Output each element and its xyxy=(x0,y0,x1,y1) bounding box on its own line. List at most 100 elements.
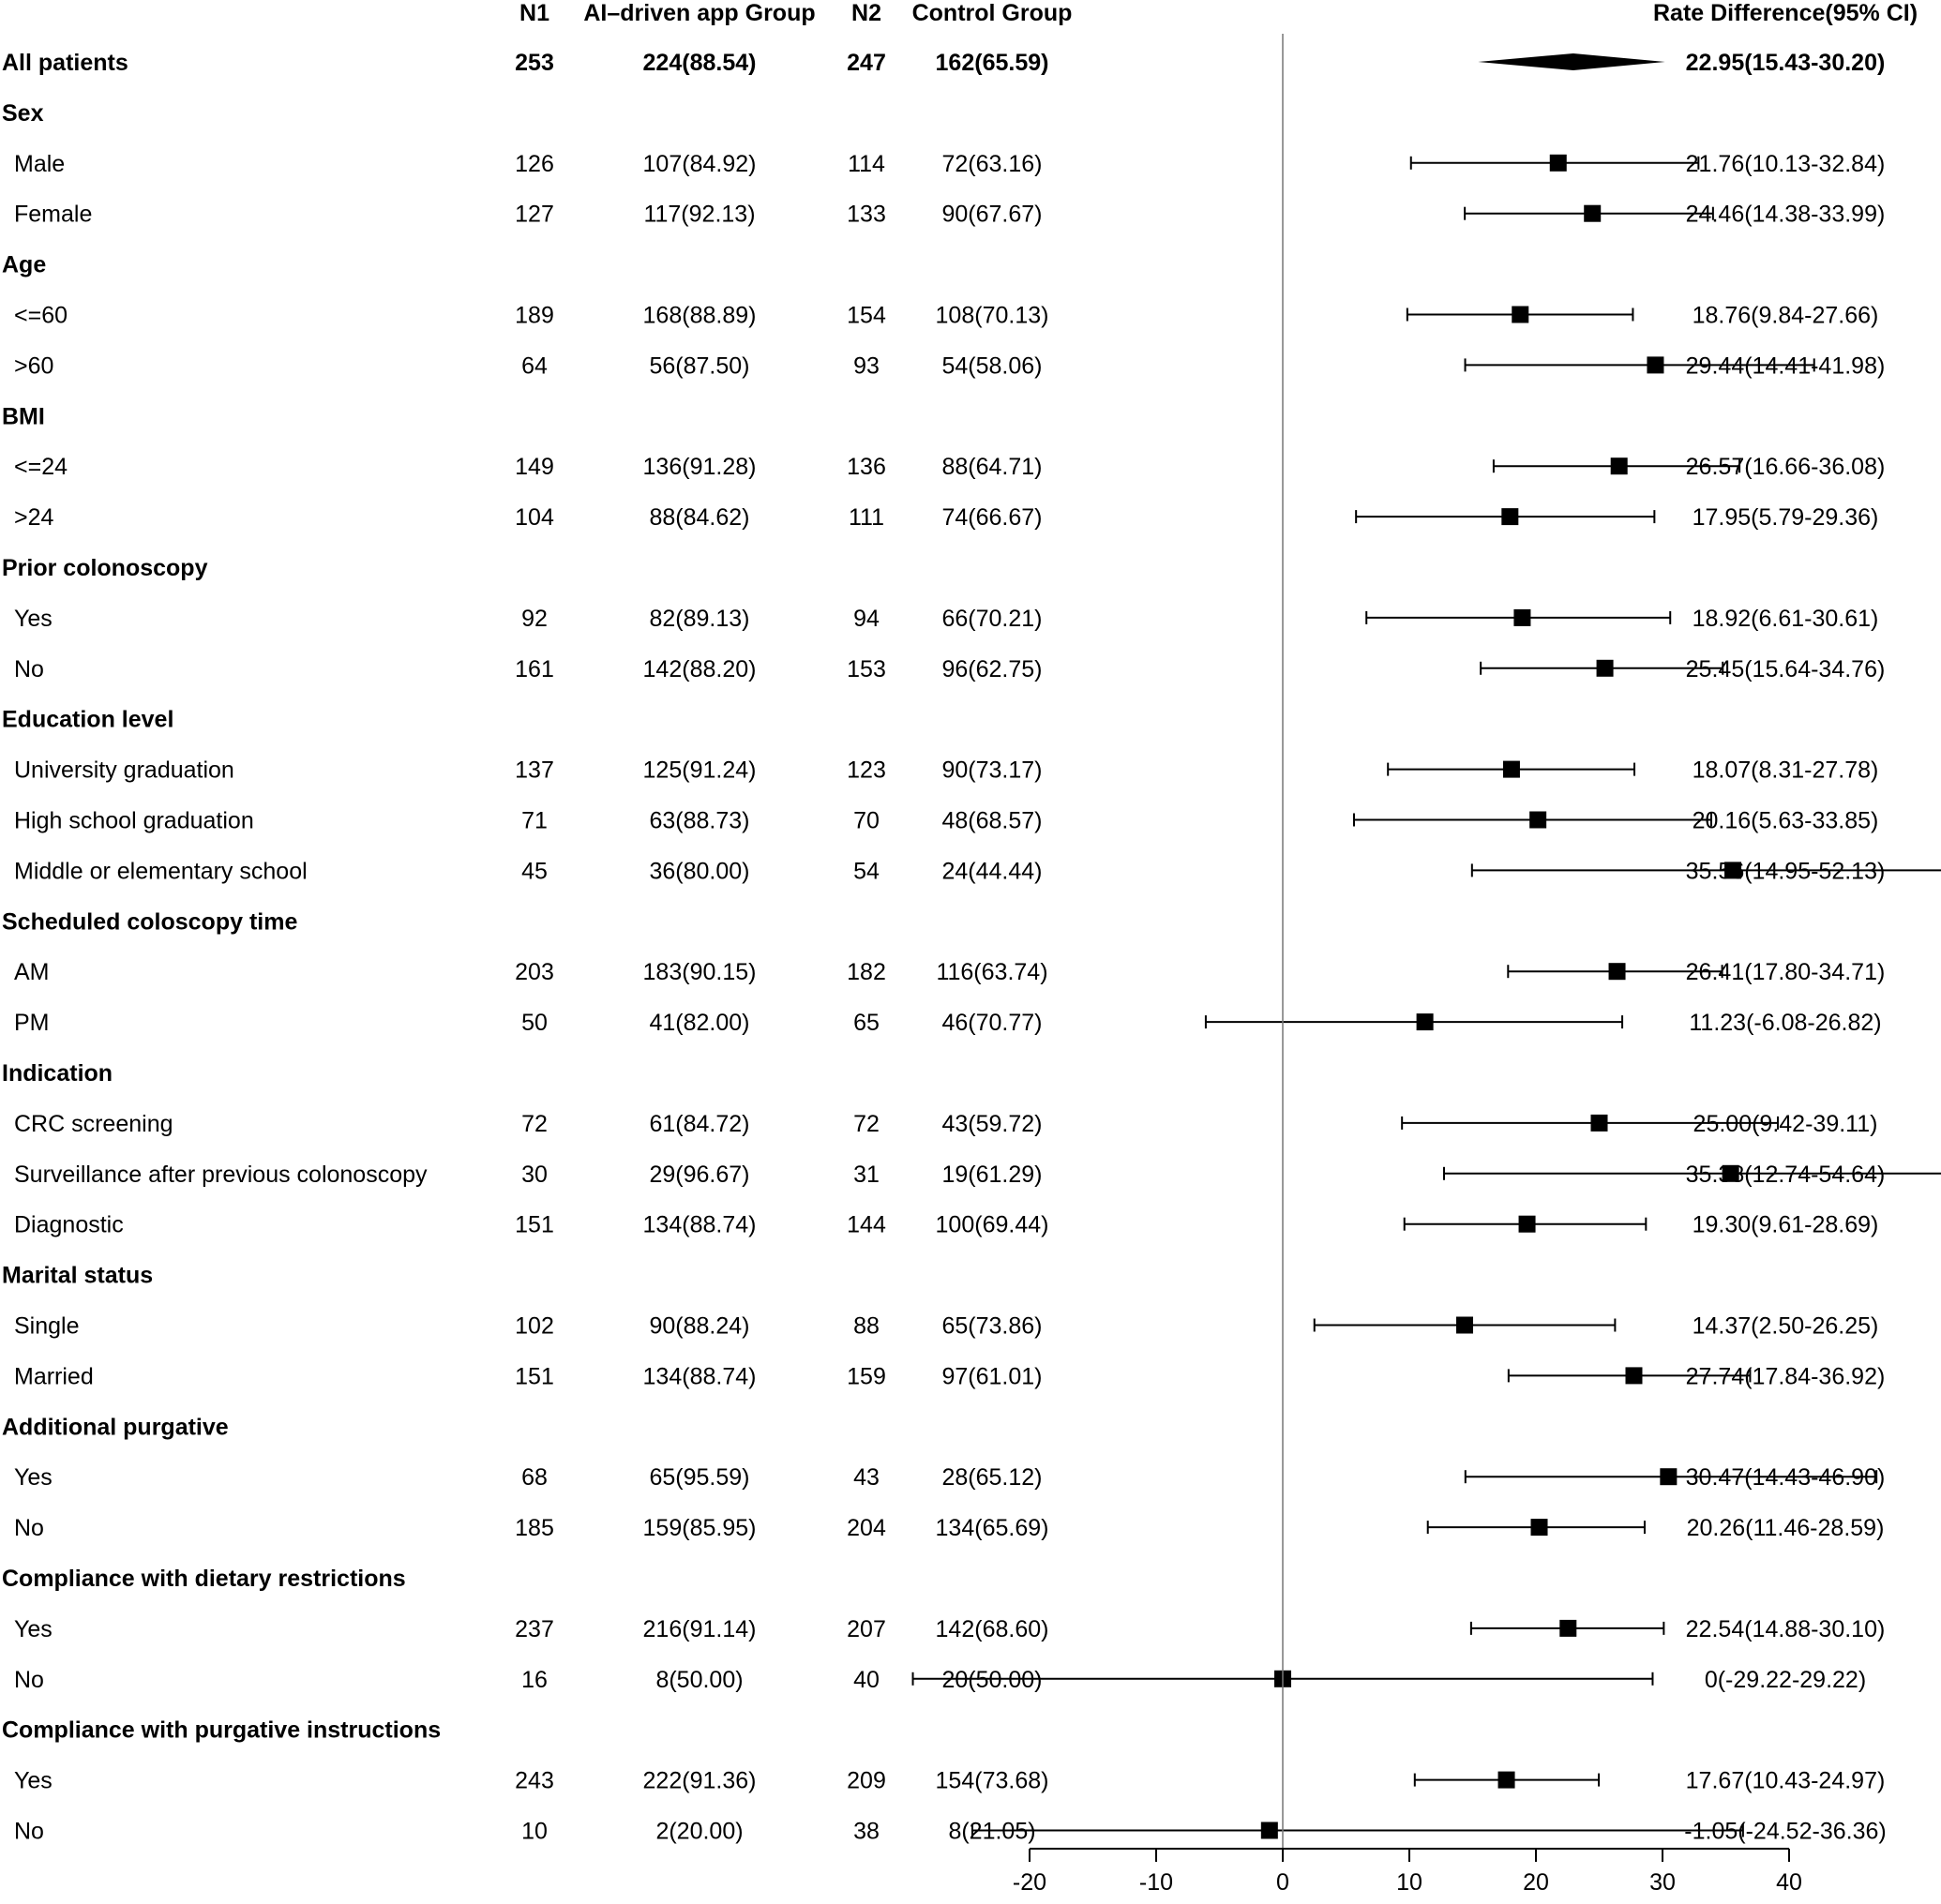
control-group-value: 43(59.72) xyxy=(941,1111,1042,1137)
control-group-value: 54(58.06) xyxy=(941,352,1042,379)
n2-value: 72 xyxy=(853,1111,880,1137)
point-estimate xyxy=(1416,1013,1434,1031)
point-estimate xyxy=(1610,457,1628,475)
n2-value: 70 xyxy=(853,808,880,834)
n2-value: 159 xyxy=(847,1363,886,1389)
control-group-value: 48(68.57) xyxy=(941,808,1042,834)
n2-value: 88 xyxy=(853,1313,880,1340)
ai-group-value: 142(88.20) xyxy=(643,656,757,682)
n1-value: 137 xyxy=(515,757,554,784)
group-header: Scheduled coloscopy time xyxy=(2,908,297,935)
point-estimate xyxy=(1722,1164,1739,1182)
point-estimate xyxy=(1501,508,1519,526)
forest-marks xyxy=(911,53,1941,1839)
ai-group-value: 65(95.59) xyxy=(649,1464,749,1491)
rate-difference-value: 17.95(5.79-29.36) xyxy=(1693,504,1879,531)
n2-value: 207 xyxy=(847,1616,886,1642)
row-label: No xyxy=(14,1819,44,1845)
row-label: Yes xyxy=(14,1768,53,1794)
row-label: High school graduation xyxy=(14,808,254,834)
x-tick-label: 30 xyxy=(1649,1869,1676,1896)
rate-difference-value: 20.26(11.46-28.59) xyxy=(1687,1515,1885,1541)
group-header: Compliance with purgative instructions xyxy=(2,1717,441,1744)
n1-value: 253 xyxy=(515,50,554,76)
control-group-value: 88(64.71) xyxy=(941,454,1042,480)
control-group-value: 154(73.68) xyxy=(936,1768,1049,1794)
n1-value: 102 xyxy=(515,1313,554,1340)
n1-value: 71 xyxy=(521,808,548,834)
n2-value: 144 xyxy=(847,1212,886,1238)
control-group-value: 24(44.44) xyxy=(941,858,1042,884)
row-label: Surveillance after previous colonoscopy xyxy=(14,1162,428,1188)
rate-difference-value: 20.16(5.63-33.85) xyxy=(1693,808,1879,834)
ai-group-value: 117(92.13) xyxy=(643,202,755,228)
rate-difference-value: 21.76(10.13-32.84) xyxy=(1686,151,1886,177)
group-header: BMI xyxy=(2,403,45,429)
rate-difference-value: 11.23(-6.08-26.82) xyxy=(1689,1010,1881,1036)
n2-value: 153 xyxy=(847,656,886,682)
n1-value: 127 xyxy=(515,202,554,228)
point-estimate xyxy=(1608,963,1626,981)
row-label: PM xyxy=(14,1010,50,1036)
ai-group-value: 125(91.24) xyxy=(643,757,757,784)
n1-value: 30 xyxy=(521,1162,548,1188)
row-label: >60 xyxy=(14,352,53,379)
ai-group-value: 216(91.14) xyxy=(643,1616,757,1642)
table-rows: All patients 253 224(88.54) 247 162(65.59) 22… xyxy=(2,50,1887,1845)
column-headers: N1 AI–driven app Group N2 Control Group … xyxy=(519,0,1918,26)
n2-value: 182 xyxy=(847,959,886,985)
point-estimate xyxy=(1647,356,1664,374)
point-estimate xyxy=(1724,862,1742,879)
row-label: Single xyxy=(14,1313,80,1340)
n2-value: 136 xyxy=(847,454,886,480)
n2-value: 247 xyxy=(847,50,886,76)
n1-value: 189 xyxy=(515,303,554,329)
point-estimate xyxy=(1660,1468,1678,1486)
row-label: No xyxy=(14,1667,44,1693)
point-estimate xyxy=(1549,154,1567,172)
ai-group-value: 136(91.28) xyxy=(643,454,757,480)
ai-group-value: 8(50.00) xyxy=(655,1667,743,1693)
n1-value: 10 xyxy=(521,1819,548,1845)
row-label: >24 xyxy=(14,504,54,531)
control-group-value: 90(67.67) xyxy=(941,202,1042,228)
control-group-value: 142(68.60) xyxy=(936,1616,1049,1642)
group-header: Additional purgative xyxy=(2,1414,229,1440)
row-label: No xyxy=(14,1515,44,1541)
ai-group-value: 90(88.24) xyxy=(649,1313,749,1340)
x-axis: -20 -10 0 10 20 30 40 xyxy=(1013,34,1802,1896)
control-group-value: 72(63.16) xyxy=(941,151,1042,177)
point-estimate xyxy=(1559,1619,1577,1637)
row-label: <=24 xyxy=(14,454,68,480)
ai-group-value: 36(80.00) xyxy=(649,858,749,884)
n1-value: 151 xyxy=(515,1363,554,1389)
ai-group-value: 63(88.73) xyxy=(649,808,749,834)
n2-value: 31 xyxy=(853,1162,880,1188)
n2-value: 154 xyxy=(847,303,886,329)
rate-difference-value: 18.76(9.84-27.66) xyxy=(1693,303,1879,329)
control-group-value: 90(73.17) xyxy=(941,757,1042,784)
point-estimate xyxy=(1455,1316,1473,1334)
control-group-value: 96(62.75) xyxy=(941,656,1042,682)
rate-difference-value: 18.07(8.31-27.78) xyxy=(1693,757,1879,784)
point-estimate xyxy=(1590,1114,1608,1132)
x-tick-label: 20 xyxy=(1523,1869,1549,1896)
rate-difference-value: 22.54(14.88-30.10) xyxy=(1686,1616,1886,1642)
n2-value: 111 xyxy=(849,504,884,531)
point-estimate xyxy=(1502,760,1520,778)
ai-group-value: 88(84.62) xyxy=(649,504,749,531)
header-rate-difference: Rate Difference(95% CI) xyxy=(1653,0,1918,26)
ai-group-value: 134(88.74) xyxy=(643,1363,757,1389)
control-group-value: 19(61.29) xyxy=(941,1162,1042,1188)
ai-group-value: 2(20.00) xyxy=(655,1819,743,1845)
n1-value: 68 xyxy=(521,1464,548,1491)
n1-value: 161 xyxy=(515,656,554,682)
control-group-value: 134(65.69) xyxy=(936,1515,1049,1541)
n1-value: 45 xyxy=(521,858,548,884)
n1-value: 243 xyxy=(515,1768,554,1794)
ai-group-value: 222(91.36) xyxy=(643,1768,757,1794)
n1-value: 149 xyxy=(515,454,554,480)
control-group-value: 100(69.44) xyxy=(936,1212,1049,1238)
x-tick-label: 0 xyxy=(1276,1869,1289,1896)
row-label: Yes xyxy=(14,1616,53,1642)
